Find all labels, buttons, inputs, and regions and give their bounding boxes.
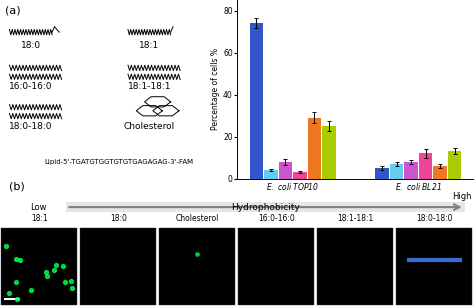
Polygon shape xyxy=(66,202,465,212)
Text: 16:0-16:0: 16:0-16:0 xyxy=(258,214,295,223)
Bar xyxy=(404,162,418,179)
Point xyxy=(59,263,66,268)
Bar xyxy=(419,153,432,179)
Bar xyxy=(308,118,321,179)
Point xyxy=(12,256,19,261)
Bar xyxy=(81,228,155,306)
Bar xyxy=(1,228,77,306)
Text: 18:0: 18:0 xyxy=(110,214,127,223)
Point xyxy=(68,286,76,291)
Text: Hydrophobicity: Hydrophobicity xyxy=(231,203,300,212)
Bar xyxy=(250,23,263,179)
Y-axis label: Percentage of cells %: Percentage of cells % xyxy=(211,48,220,130)
Text: 18:0-18:0: 18:0-18:0 xyxy=(9,122,53,131)
Point xyxy=(43,269,50,274)
Point xyxy=(50,267,58,272)
Text: 18:1-18:1: 18:1-18:1 xyxy=(337,214,374,223)
Bar xyxy=(396,228,472,306)
Bar xyxy=(159,228,235,306)
Text: Cholesterol: Cholesterol xyxy=(124,122,175,131)
Text: Cholesterol: Cholesterol xyxy=(176,214,219,223)
Bar xyxy=(390,164,403,179)
Text: 18:1: 18:1 xyxy=(139,41,159,50)
Text: High: High xyxy=(452,192,472,201)
Text: 16:0-16:0: 16:0-16:0 xyxy=(9,82,53,91)
Bar xyxy=(433,166,447,179)
Point xyxy=(52,262,59,267)
Bar xyxy=(293,172,307,179)
Bar xyxy=(318,228,392,306)
Point xyxy=(61,279,69,284)
Point xyxy=(14,297,21,302)
Point xyxy=(67,278,74,283)
Point xyxy=(194,251,201,256)
Point xyxy=(5,290,13,295)
Point xyxy=(2,244,10,249)
Text: (a): (a) xyxy=(5,5,20,15)
Bar xyxy=(264,170,278,179)
Text: 18:0-18:0: 18:0-18:0 xyxy=(416,214,453,223)
Point xyxy=(43,274,50,279)
Point xyxy=(12,279,19,284)
Text: 18:1-18:1: 18:1-18:1 xyxy=(128,82,171,91)
Bar xyxy=(448,151,461,179)
Bar xyxy=(375,168,389,179)
Bar xyxy=(322,126,336,179)
Bar xyxy=(279,162,292,179)
Bar xyxy=(238,228,314,306)
Point xyxy=(16,257,23,262)
Point xyxy=(27,287,35,292)
Text: Low: Low xyxy=(30,203,46,212)
Text: Lipid-5'-TGATGTGGTGTGTGAGAGAG-3'-FAM: Lipid-5'-TGATGTGGTGTGTGAGAGAG-3'-FAM xyxy=(44,159,193,165)
Text: (b): (b) xyxy=(9,181,25,191)
Text: 18:0: 18:0 xyxy=(21,41,41,50)
Text: 18:1: 18:1 xyxy=(31,214,48,223)
